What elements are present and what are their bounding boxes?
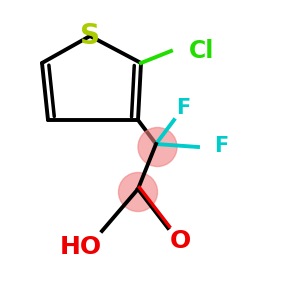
Text: S: S (80, 22, 100, 50)
Text: HO: HO (60, 236, 102, 260)
Text: F: F (214, 136, 229, 155)
Text: Cl: Cl (189, 39, 214, 63)
Text: O: O (169, 230, 190, 254)
Circle shape (118, 172, 158, 212)
Circle shape (138, 128, 177, 167)
Text: F: F (176, 98, 190, 118)
